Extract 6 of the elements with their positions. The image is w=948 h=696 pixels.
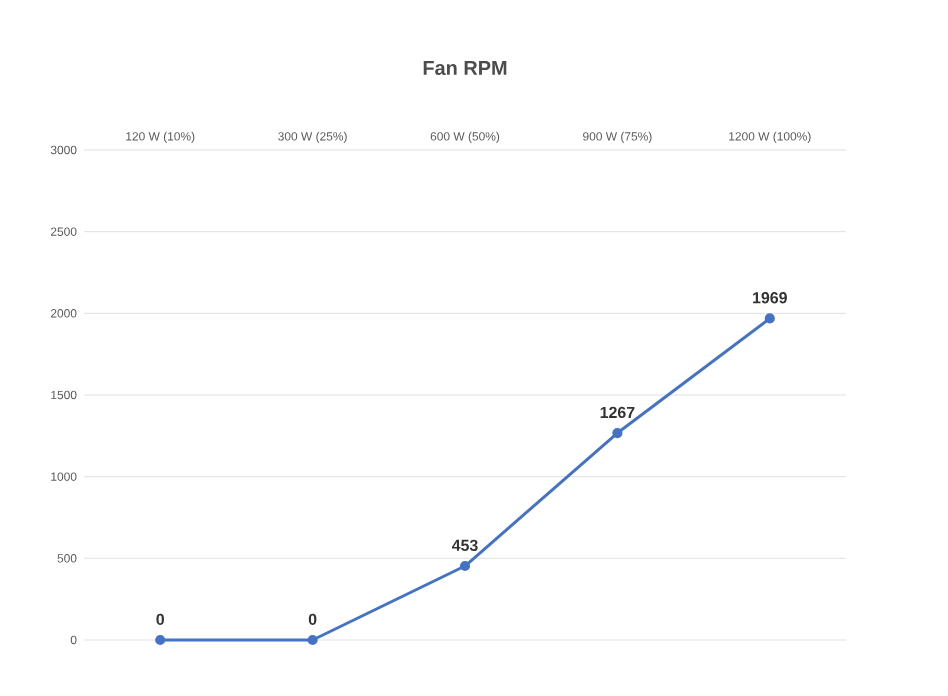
point	[612, 427, 623, 439]
chart-title: Fan RPM	[423, 61, 507, 75]
point	[307, 634, 318, 646]
point	[764, 313, 775, 324]
point	[459, 560, 471, 572]
point	[155, 634, 166, 646]
